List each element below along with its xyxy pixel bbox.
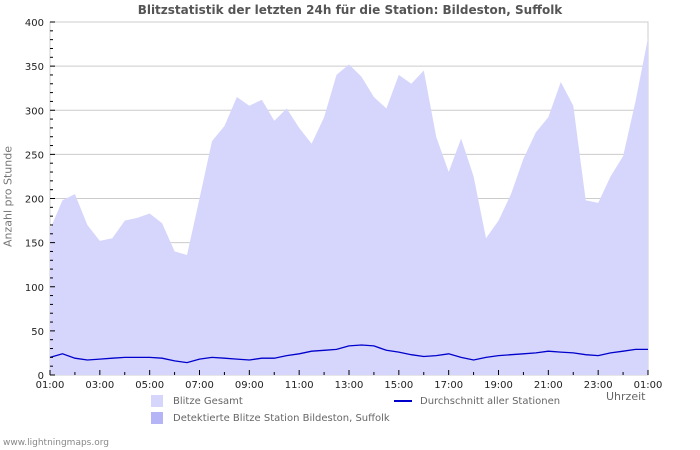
chart-title: Blitzstatistik der letzten 24h für die S… [137,3,563,17]
svg-text:400: 400 [25,18,44,29]
area-blitze-gesamt [50,37,648,376]
svg-text:09:00: 09:00 [235,380,264,391]
svg-text:50: 50 [31,327,44,338]
svg-text:05:00: 05:00 [135,380,164,391]
svg-text:100: 100 [25,283,44,294]
svg-text:21:00: 21:00 [534,380,563,391]
svg-text:01:00: 01:00 [634,380,663,391]
svg-text:11:00: 11:00 [285,380,314,391]
legend-swatch-station [151,412,163,424]
svg-text:17:00: 17:00 [434,380,463,391]
svg-text:23:00: 23:00 [584,380,613,391]
svg-text:13:00: 13:00 [335,380,364,391]
x-axis-label: Uhrzeit [606,390,646,403]
footer-url: www.lightningmaps.org [3,438,109,448]
svg-text:200: 200 [25,195,44,206]
legend-label-gesamt: Blitze Gesamt [173,396,243,407]
legend-label-station: Detektierte Blitze Station Bildeston, Su… [173,413,390,424]
legend-label-durchschnitt: Durchschnitt aller Stationen [420,396,561,407]
legend-swatch-durchschnitt [394,400,412,402]
svg-text:300: 300 [25,106,44,117]
line-durchschnitt [49,344,648,364]
svg-text:150: 150 [25,239,44,250]
svg-text:19:00: 19:00 [484,380,513,391]
svg-text:15:00: 15:00 [384,380,413,391]
svg-text:07:00: 07:00 [185,380,214,391]
svg-text:01:00: 01:00 [36,380,65,391]
legend-swatch-gesamt [151,395,163,407]
svg-text:250: 250 [25,150,44,161]
svg-text:0: 0 [38,371,44,382]
svg-text:350: 350 [25,62,44,73]
axes: 0 50 100 150 200 250 300 350 400 01:00 03:00 05:00 0… [25,18,663,391]
svg-text:03:00: 03:00 [85,380,114,391]
